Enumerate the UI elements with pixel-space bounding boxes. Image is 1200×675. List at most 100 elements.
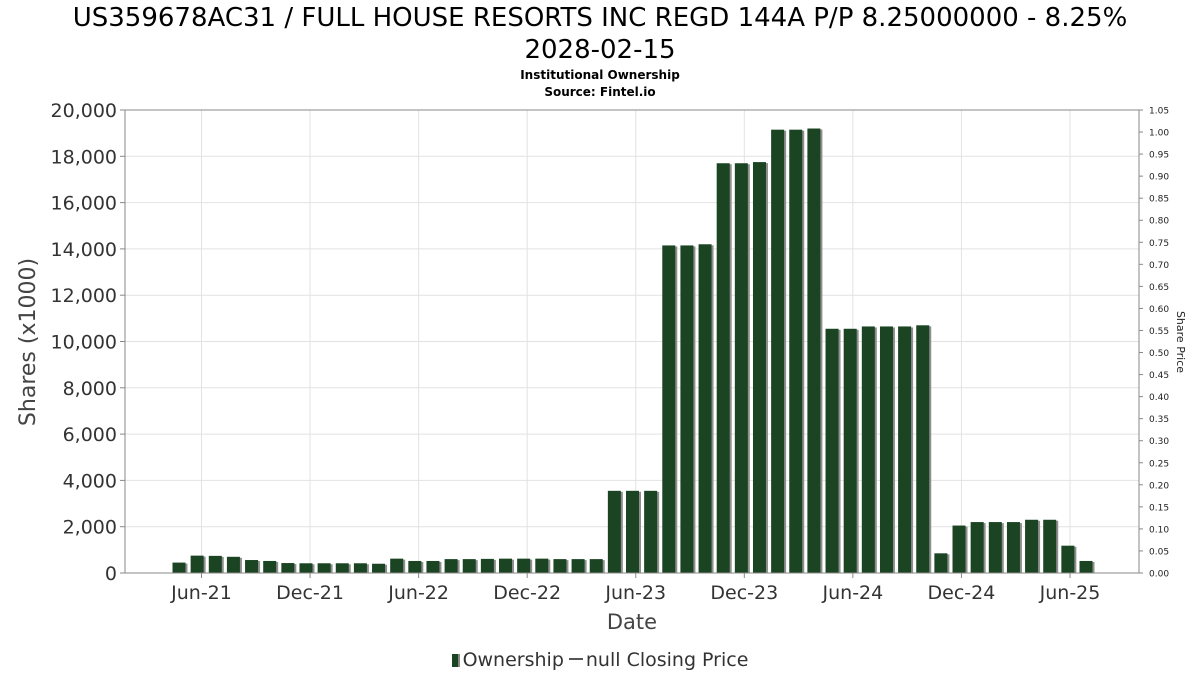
ownership-bar (988, 522, 1002, 573)
ownership-bar (843, 328, 857, 573)
y2-tick-label: 0.00 (1149, 570, 1169, 580)
x-axis-label: Date (607, 610, 657, 634)
y-tick-label: 4,000 (63, 470, 117, 492)
y2-tick-label: 0.55 (1149, 327, 1169, 337)
y-axis-left: 0 2,000 4,000 6,000 8,000 10,000 12,000 14,000 1… (51, 100, 125, 585)
ownership-bar (408, 560, 422, 573)
ownership-bar (1079, 560, 1093, 573)
y-tick-label: 6,000 (63, 424, 117, 446)
legend-ownership: Ownership (462, 649, 564, 671)
y2-tick-label: 0.85 (1149, 195, 1169, 205)
ownership-bar (245, 560, 259, 573)
x-tick-label: Dec-22 (493, 582, 561, 604)
ownership-bar (879, 326, 893, 573)
ownership-bar (626, 490, 639, 573)
x-tick-label: Jun-24 (822, 582, 884, 604)
ownership-bar (299, 563, 313, 573)
ownership-bar (390, 558, 404, 573)
y2-tick-label: 0.65 (1149, 283, 1169, 293)
y2-tick-label: 0.30 (1149, 437, 1169, 447)
x-axis: Jun-21 Dec-21 Jun-22 Dec-22 Jun-23 Dec-23 Jun-… (170, 573, 1100, 604)
y2-tick-label: 0.05 (1149, 547, 1169, 557)
ownership-bar (1006, 522, 1020, 573)
y2-tick-label: 0.40 (1149, 393, 1169, 403)
ownership-bar (281, 563, 295, 573)
ownership-bar (589, 559, 603, 573)
ownership-bar (372, 563, 386, 573)
y2-tick-label: 0.90 (1149, 173, 1169, 183)
x-tick-label: Jun-22 (387, 582, 449, 604)
ownership-bar (934, 553, 948, 573)
ownership-bar (662, 245, 676, 574)
ownership-bar (571, 559, 585, 573)
ownership-bar (1025, 519, 1039, 573)
ownership-bar (335, 563, 349, 573)
ownership-bar (172, 562, 186, 573)
y-tick-label: 14,000 (51, 239, 117, 261)
y-tick-label: 8,000 (63, 378, 117, 400)
ownership-bar (916, 325, 930, 573)
y2-tick-label: 0.95 (1149, 151, 1169, 161)
legend: Ownership null Closing Price (0, 648, 1200, 672)
ownership-bar (426, 560, 440, 573)
ownership-bar (970, 522, 984, 573)
y-tick-label: 10,000 (51, 332, 117, 354)
ownership-bar (263, 560, 277, 573)
y2-tick-label: 0.60 (1149, 305, 1169, 315)
y2-tick-label: 0.70 (1149, 261, 1169, 271)
ownership-bar (480, 558, 494, 573)
ownership-bar (716, 163, 730, 573)
x-tick-label: Jun-21 (170, 582, 232, 604)
y2-tick-label: 0.50 (1149, 349, 1169, 359)
y2-tick-label: 0.10 (1149, 525, 1169, 535)
y-axis-right: 0.00 0.05 0.10 0.15 0.20 0.25 0.30 0.35 0.40 0.45… (1139, 107, 1169, 580)
ownership-swatch (451, 654, 460, 667)
y-tick-label: 2,000 (63, 517, 117, 539)
ownership-bar (553, 559, 567, 573)
ownership-bar (462, 559, 476, 573)
ownership-bar (607, 490, 621, 573)
y2-tick-label: 0.20 (1149, 481, 1169, 491)
ownership-bar (317, 563, 331, 573)
ownership-bar (499, 558, 513, 573)
ownership-bar (807, 128, 821, 573)
chart-title-line2: 2028-02-15 (524, 35, 676, 65)
ownership-bar (535, 558, 549, 573)
ownership-bars (172, 128, 1095, 574)
chart-subtitle: Institutional Ownership (520, 68, 680, 82)
y-tick-label: 18,000 (51, 146, 117, 168)
y2-tick-label: 1.00 (1149, 129, 1169, 139)
ownership-bar (444, 559, 458, 573)
y2-tick-label: 0.75 (1149, 239, 1169, 249)
x-tick-label: Dec-24 (928, 582, 996, 604)
ownership-bar (734, 163, 748, 573)
x-tick-label: Jun-25 (1039, 582, 1101, 604)
y2-tick-label: 0.35 (1149, 415, 1169, 425)
ownership-bar (789, 129, 803, 574)
ownership-bar (771, 129, 785, 574)
chart-title-line1: US359678AC31 / FULL HOUSE RESORTS INC RE… (72, 3, 1128, 33)
ownership-bar (644, 490, 658, 573)
x-tick-label: Jun-23 (604, 582, 666, 604)
y2-tick-label: 0.80 (1149, 217, 1169, 227)
ownership-bar (1061, 545, 1075, 573)
x-tick-label: Dec-23 (710, 582, 778, 604)
y-tick-label: 0 (105, 563, 117, 585)
y-tick-label: 12,000 (51, 285, 117, 307)
y2-tick-label: 0.15 (1149, 503, 1169, 513)
ownership-bar (190, 555, 204, 573)
ownership-bar (952, 525, 966, 573)
ownership-bar (861, 326, 875, 573)
ownership-bar (517, 558, 531, 573)
y2-tick-label: 0.25 (1149, 459, 1169, 469)
ownership-bar (353, 563, 367, 573)
ownership-bar (208, 555, 222, 573)
price-line-swatch (568, 658, 583, 660)
y-axis-label: Shares (x1000) (16, 258, 41, 426)
y2-tick-label: 1.05 (1149, 107, 1169, 117)
ownership-bar (825, 328, 839, 573)
x-tick-label: Dec-21 (276, 582, 344, 604)
ownership-bar (698, 244, 712, 573)
legend-price: null Closing Price (585, 649, 749, 671)
